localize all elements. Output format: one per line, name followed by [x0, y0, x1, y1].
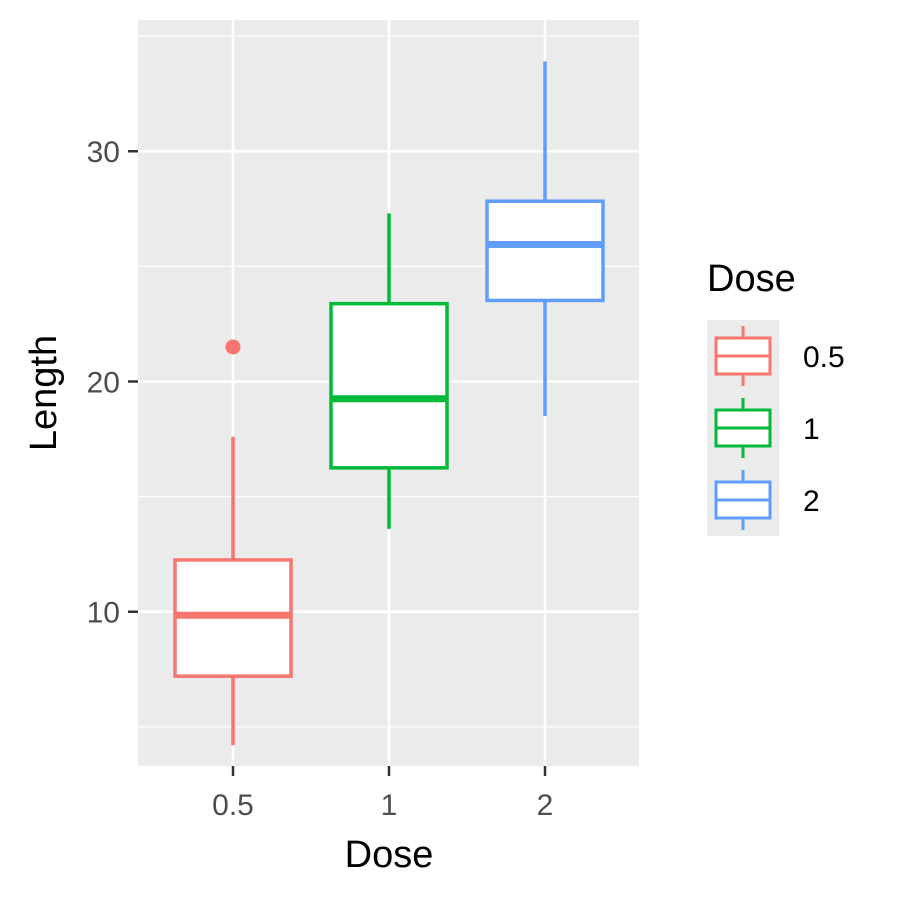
x-tick-label: 1: [381, 789, 398, 822]
y-tick-label: 10: [87, 597, 120, 630]
legend-label: 1: [803, 413, 820, 446]
outlier-point: [225, 339, 241, 355]
y-tick-label: 30: [87, 136, 120, 169]
x-tick-label: 2: [537, 789, 554, 822]
legend-label: 0.5: [803, 341, 845, 374]
axes: 10 20 30 0.5 1 2: [87, 136, 554, 822]
box-iqr: [485, 199, 605, 303]
x-tick-label: 0.5: [212, 789, 254, 822]
box-series: [173, 61, 605, 746]
y-tick-label: 20: [87, 366, 120, 399]
y-axis-title: Length: [23, 335, 65, 451]
legend-key-1: [707, 392, 779, 464]
box-iqr: [329, 301, 449, 470]
legend-label: 2: [803, 485, 820, 518]
legend-key-2: [707, 464, 779, 536]
legend: Dose 0.5 1 2: [707, 258, 845, 536]
legend-title: Dose: [707, 258, 796, 300]
x-axis-title: Dose: [345, 834, 434, 876]
box-group-1: [329, 213, 449, 529]
box-group-2: [485, 61, 605, 417]
legend-key-0.5: [707, 320, 779, 392]
box-group-0.5: [173, 339, 293, 746]
